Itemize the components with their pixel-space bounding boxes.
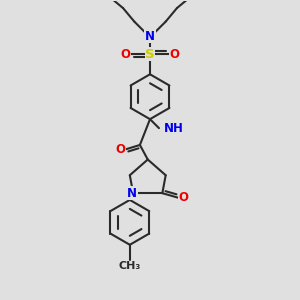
Text: O: O xyxy=(170,48,180,61)
Text: N: N xyxy=(145,30,155,43)
Text: O: O xyxy=(120,48,130,61)
Text: O: O xyxy=(178,191,189,204)
Text: NH: NH xyxy=(164,122,183,135)
Text: S: S xyxy=(145,48,155,61)
Text: N: N xyxy=(127,187,137,200)
Text: CH₃: CH₃ xyxy=(119,261,141,271)
Text: O: O xyxy=(116,143,126,156)
